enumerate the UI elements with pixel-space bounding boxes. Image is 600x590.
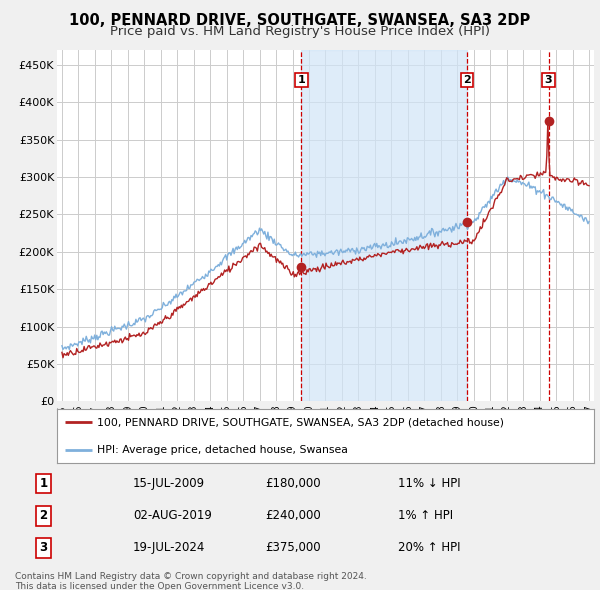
Text: £180,000: £180,000 [265,477,321,490]
Bar [301,50,467,401]
Text: 02-AUG-2019: 02-AUG-2019 [133,509,212,522]
Text: 15-JUL-2009: 15-JUL-2009 [133,477,205,490]
Text: 20% ↑ HPI: 20% ↑ HPI [398,542,460,555]
Text: 3: 3 [40,542,48,555]
Text: Price paid vs. HM Land Registry's House Price Index (HPI): Price paid vs. HM Land Registry's House … [110,25,490,38]
Text: 19-JUL-2024: 19-JUL-2024 [133,542,205,555]
Text: 1% ↑ HPI: 1% ↑ HPI [398,509,453,522]
Text: 100, PENNARD DRIVE, SOUTHGATE, SWANSEA, SA3 2DP (detached house): 100, PENNARD DRIVE, SOUTHGATE, SWANSEA, … [97,418,504,427]
Text: This data is licensed under the Open Government Licence v3.0.: This data is licensed under the Open Gov… [15,582,304,590]
Text: 11% ↓ HPI: 11% ↓ HPI [398,477,461,490]
Text: 2: 2 [40,509,48,522]
Text: 3: 3 [545,75,553,85]
Text: Contains HM Land Registry data © Crown copyright and database right 2024.: Contains HM Land Registry data © Crown c… [15,572,367,581]
Text: 100, PENNARD DRIVE, SOUTHGATE, SWANSEA, SA3 2DP: 100, PENNARD DRIVE, SOUTHGATE, SWANSEA, … [70,13,530,28]
Text: £240,000: £240,000 [265,509,321,522]
Text: 2: 2 [463,75,471,85]
Text: HPI: Average price, detached house, Swansea: HPI: Average price, detached house, Swan… [97,445,348,454]
Text: 1: 1 [40,477,48,490]
Text: £375,000: £375,000 [265,542,321,555]
Text: 1: 1 [298,75,305,85]
